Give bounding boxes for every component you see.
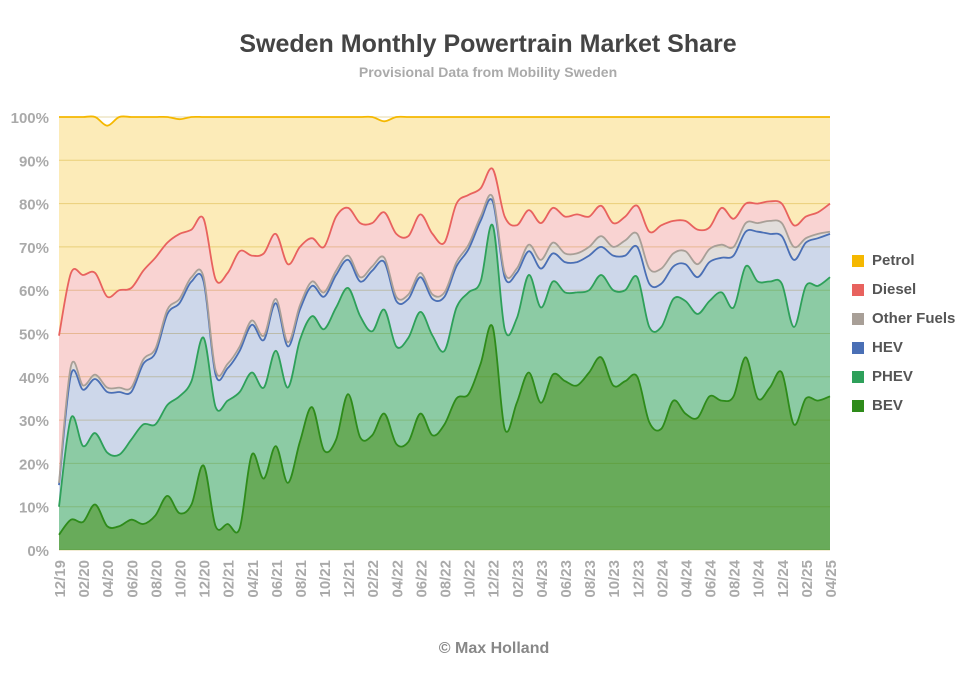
x-tick-label: 10/22: [462, 560, 479, 598]
area-other-fuels: [59, 194, 830, 486]
y-tick-label: 30%: [19, 413, 49, 430]
x-tick-label: 08/20: [148, 560, 165, 598]
line-hev: [58, 198, 831, 486]
x-tick-label: 04/25: [823, 560, 840, 598]
legend-label: BEV: [872, 397, 903, 414]
x-tick-label: 10/21: [317, 560, 334, 598]
x-tick-label: 04/21: [245, 560, 262, 598]
x-tick-label: 08/23: [582, 560, 599, 598]
legend-swatch: [852, 341, 864, 354]
line-other-fuels: [58, 194, 831, 483]
x-tick-label: 12/21: [341, 560, 358, 598]
legend-swatch: [852, 370, 864, 383]
x-tick-label: 02/22: [365, 560, 382, 598]
x-tick-label: 08/24: [727, 559, 744, 597]
x-tick-label: 02/21: [221, 560, 238, 598]
legend-item-diesel: Diesel: [852, 275, 955, 304]
line-petrol: [59, 115, 830, 127]
x-tick-label: 12/19: [52, 560, 69, 598]
y-tick-label: 80%: [19, 197, 49, 214]
legend-item-hev: HEV: [852, 333, 955, 362]
legend-swatch: [852, 254, 864, 267]
x-tick-label: 12/22: [486, 560, 503, 598]
x-axis-tick-labels: 12/19 02/20 04/20 06/20 08/20 10/20 12/20 02/21…: [52, 559, 840, 597]
line-bev: [58, 324, 831, 536]
x-tick-label: 04/22: [389, 560, 406, 598]
legend-label: HEV: [872, 339, 903, 356]
y-tick-label: 10%: [19, 500, 49, 517]
area-phev: [59, 224, 830, 535]
line-phev: [58, 223, 831, 507]
x-tick-label: 06/23: [558, 560, 575, 598]
legend-item-phev: PHEV: [852, 362, 955, 391]
y-tick-label: 90%: [19, 153, 49, 170]
legend-item-bev: BEV: [852, 391, 955, 420]
x-tick-label: 08/22: [438, 560, 455, 598]
series-areas: [58, 115, 831, 550]
y-axis-tick-labels: 0% 10% 20% 30% 40% 50% 60% 70% 80% 90% 100%: [11, 110, 49, 560]
x-tick-label: 10/24: [751, 559, 768, 597]
legend-swatch: [852, 283, 864, 296]
line-diesel: [58, 167, 831, 336]
chart-subtitle: Provisional Data from Mobility Sweden: [358, 64, 618, 80]
x-tick-label: 12/20: [197, 560, 214, 598]
legend-label: Diesel: [872, 281, 917, 298]
area-petrol: [59, 116, 830, 336]
x-tick-label: 06/21: [269, 560, 286, 598]
y-tick-label: 0%: [27, 543, 49, 560]
x-tick-label: 04/20: [100, 560, 117, 598]
y-tick-label: 60%: [19, 283, 49, 300]
y-tick-label: 100%: [11, 110, 49, 127]
legend-item-petrol: Petrol: [852, 246, 955, 275]
area-bev: [59, 325, 830, 550]
legend-label: Petrol: [872, 252, 915, 269]
legend-label: Other Fuels: [872, 310, 956, 327]
x-tick-label: 02/23: [510, 560, 527, 598]
legend: Petrol Diesel Other Fuels HEV PHEV BEV: [852, 246, 955, 420]
x-tick-label: 06/20: [124, 560, 141, 598]
y-tick-label: 40%: [19, 370, 49, 387]
chart-title: Sweden Monthly Powertrain Market Share: [239, 30, 737, 58]
legend-item-other-fuels: Other Fuels: [852, 304, 955, 333]
x-tick-label: 04/24: [678, 559, 695, 597]
area-diesel: [59, 168, 830, 483]
legend-swatch: [852, 312, 864, 325]
x-tick-label: 02/24: [654, 559, 671, 597]
credit-text: © Max Holland: [438, 640, 550, 657]
x-tick-label: 12/24: [775, 559, 792, 597]
x-tick-label: 06/24: [703, 559, 720, 597]
legend-swatch: [852, 399, 864, 412]
x-tick-label: 04/23: [534, 560, 551, 598]
x-tick-label: 10/23: [606, 560, 623, 598]
y-tick-label: 70%: [19, 240, 49, 257]
x-tick-label: 06/22: [413, 560, 430, 598]
x-tick-label: 10/20: [173, 560, 190, 598]
x-tick-label: 12/23: [630, 560, 647, 598]
x-tick-label: 02/20: [76, 560, 93, 598]
x-tick-label: 02/25: [799, 560, 816, 598]
y-tick-label: 50%: [19, 327, 49, 344]
x-tick-label: 08/21: [293, 560, 310, 598]
legend-label: PHEV: [872, 368, 913, 385]
y-tick-label: 20%: [19, 456, 49, 473]
